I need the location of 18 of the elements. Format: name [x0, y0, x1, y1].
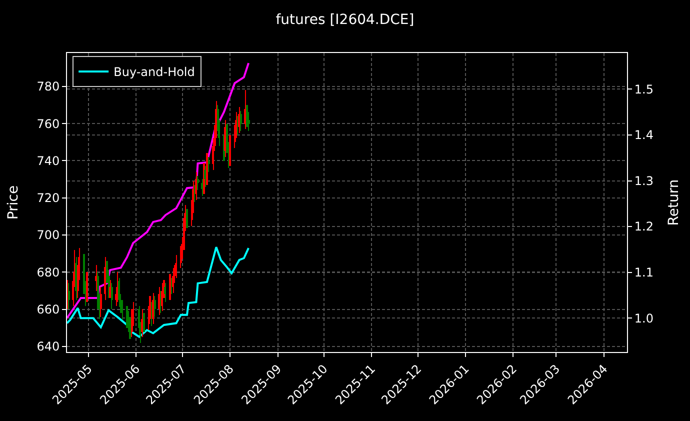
y-axis-title: Price: [5, 185, 22, 220]
y-tick-label: 660: [36, 302, 60, 316]
y2-tick-label: 1.0: [634, 311, 654, 326]
y-tick-label: 760: [36, 116, 60, 131]
y2-tick-label: 1.3: [634, 174, 654, 188]
y-tick-label: 780: [36, 80, 60, 94]
legend-label: Buy-and-Hold: [114, 65, 195, 80]
y-tick-label: 720: [36, 191, 60, 206]
y2-tick-label: 1.4: [634, 128, 654, 142]
chart-title: futures [I2604.DCE]: [276, 12, 414, 28]
y-tick-label: 640: [36, 340, 60, 354]
y2-tick-label: 1.5: [634, 82, 654, 96]
y-tick-label: 680: [36, 265, 60, 280]
y2-axis-title: Return: [666, 179, 682, 226]
y2-tick-label: 1.2: [634, 220, 654, 234]
y2-tick-label: 1.1: [634, 266, 654, 280]
y-tick-label: 740: [36, 154, 60, 168]
y-tick-label: 700: [36, 228, 60, 242]
